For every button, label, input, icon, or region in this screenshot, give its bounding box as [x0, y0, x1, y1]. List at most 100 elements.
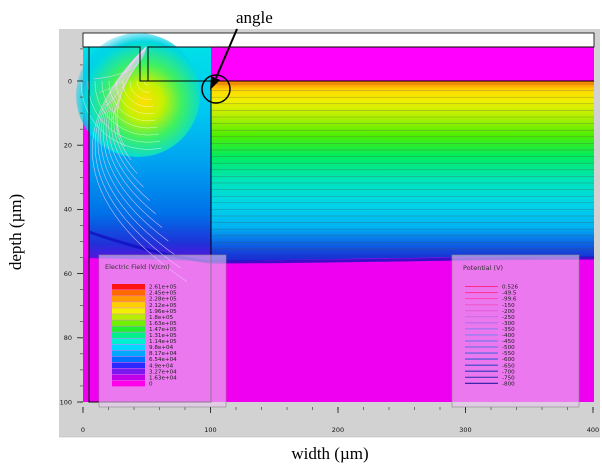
legend-entry-label: -49.5	[502, 291, 517, 297]
legend-swatch	[112, 338, 145, 344]
legend-entry-label: -550	[502, 351, 515, 357]
legend-electric-field: Electric Field (V/cm) 2.61e+052.45e+052.…	[98, 254, 227, 408]
field-contour-line	[99, 46, 147, 93]
corner-contour-line	[80, 80, 162, 150]
legend-swatch	[112, 320, 145, 326]
legend-entry-label: -450	[502, 339, 515, 345]
x-axis-label: width (µm)	[291, 444, 368, 463]
y-tick-label: 100	[60, 398, 72, 406]
y-tick-label: 0	[68, 77, 72, 85]
corner-contour-line	[115, 80, 155, 114]
y-tick-label: 60	[64, 270, 72, 278]
field-contour-line	[108, 46, 150, 201]
angle-annotation: angle	[201, 8, 273, 104]
legend-entry-label: 6.54e+04	[149, 357, 177, 363]
field-contour-line	[105, 46, 156, 215]
axes: 0 20 40 60 80 100 0 100 200 300 400	[59, 48, 600, 438]
legend-swatch	[112, 344, 145, 351]
left-edge-region	[83, 81, 89, 402]
field-contour-line	[92, 46, 187, 282]
annotation-arrow-shaft	[215, 28, 238, 79]
legend-entry-label: -200	[502, 309, 515, 315]
legend-swatch	[112, 356, 145, 363]
field-contour-line	[116, 46, 147, 147]
legend-entry-label: -700	[502, 369, 515, 375]
legend-entry-label: 1.14e+05	[149, 339, 177, 345]
corner-field-glow	[76, 33, 200, 157]
legend-swatch	[112, 380, 145, 387]
y-tick-label: 40	[64, 206, 72, 214]
legend-entry-label: 1.31e+05	[149, 333, 177, 339]
field-contour-line	[110, 46, 147, 188]
legend-entry-label: 0.526	[502, 285, 518, 291]
corner-contour-line	[129, 80, 152, 100]
corner-contour-line	[108, 80, 156, 121]
legend-entry-label: -750	[502, 375, 515, 381]
corner-contour-line	[94, 80, 159, 136]
legend-entry-label: -150	[502, 303, 515, 309]
legend-entry-label: -350	[502, 327, 515, 333]
corner-contour-line	[101, 80, 158, 129]
legend-swatch	[112, 362, 145, 369]
legend-entry-label: 1.96e+05	[149, 309, 177, 315]
legend-entry-label: -400	[502, 333, 515, 339]
legend-swatch	[112, 326, 145, 332]
annotation-arrow-head	[210, 76, 220, 90]
y-axis-label: depth (µm)	[6, 194, 25, 270]
corner-contour-line	[136, 80, 151, 93]
field-contour-line	[103, 46, 163, 228]
legend-entry-label: -500	[502, 345, 515, 351]
x-tick-label: 0	[81, 426, 85, 434]
legend-swatch	[112, 350, 145, 357]
legend-swatch	[112, 296, 145, 302]
annotation-circle	[201, 74, 231, 104]
annotation-angle-label: angle	[236, 8, 273, 27]
legend-entry-label: -650	[502, 363, 515, 369]
legend-swatch	[112, 368, 145, 375]
legend-entry-label: 3.27e+04	[149, 369, 177, 375]
legend-entry-label: 1.63e+05	[149, 321, 177, 327]
legend-entry-label: 8.17e+04	[149, 351, 177, 357]
field-contour-line	[100, 46, 169, 242]
x-tick-label: 200	[332, 426, 344, 434]
legend-entry-label: -99.6	[502, 297, 517, 303]
legend-entry-label: 0	[149, 381, 153, 387]
legend-entry-label: 1.63e+04	[149, 375, 177, 381]
legend-swatch	[112, 374, 145, 381]
legend-swatch	[112, 290, 145, 296]
x-tick-label: 400	[587, 426, 599, 434]
y-tick-label: 20	[64, 142, 72, 150]
legend-entry-label: 4.9e+04	[149, 363, 174, 369]
legend-potential: Potential (V) 0.526-49.5-99.6-150-200-25…	[451, 254, 580, 408]
legend-entry-label: 1.47e+05	[149, 327, 177, 333]
legend-entry-label: 9.8e+04	[149, 345, 174, 351]
legend-swatch	[112, 302, 145, 308]
legend-entry-label: -300	[502, 321, 515, 327]
legend-swatch	[112, 332, 145, 338]
field-contour-line	[116, 46, 147, 134]
legend-entry-label: 1.8e+05	[149, 315, 174, 321]
legend-swatch	[112, 284, 145, 290]
legend-entry-label: 2.28e+05	[149, 297, 177, 303]
field-contour-line	[97, 46, 175, 255]
legend-entry-label: -800	[502, 381, 515, 387]
legend-entry-label: 2.45e+05	[149, 291, 177, 297]
field-contour-line	[113, 46, 147, 174]
legend-entry-label: -600	[502, 357, 515, 363]
corner-contour-line	[122, 80, 154, 107]
legend-panel-potential	[451, 254, 580, 408]
potential-contours	[80, 46, 594, 282]
y-tick-label: 80	[64, 334, 72, 342]
field-contour-line	[94, 46, 181, 269]
field-contour-line	[115, 46, 147, 161]
legend-swatch	[112, 308, 145, 314]
legend-title-field: Electric Field (V/cm)	[105, 263, 170, 271]
x-tick-label: 100	[204, 426, 216, 434]
legend-swatch	[112, 314, 145, 320]
x-tick-label: 300	[459, 426, 471, 434]
legend-entry-label: 2.61e+05	[149, 285, 177, 291]
legend-entry-label: -250	[502, 315, 515, 321]
legend-title-potential: Potential (V)	[463, 264, 503, 272]
